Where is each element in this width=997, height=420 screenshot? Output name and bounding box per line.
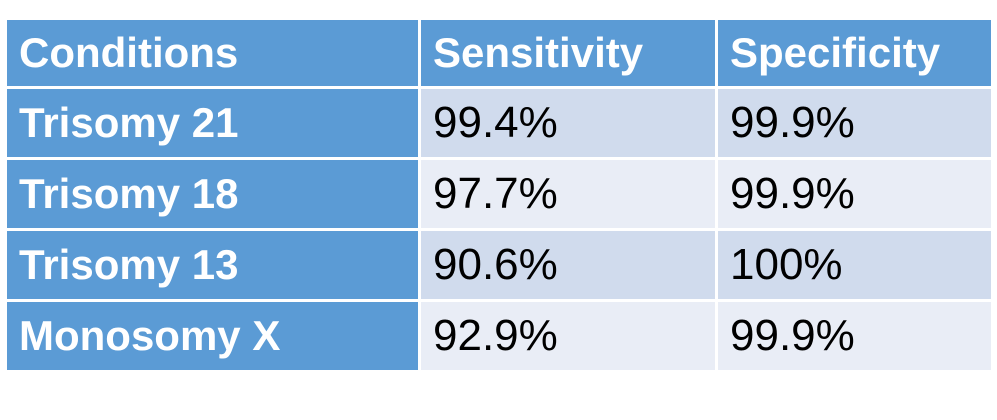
table-cell: 99.9% <box>715 299 994 373</box>
table-row: Trisomy 13 90.6% 100% <box>4 228 994 302</box>
header-cell: Conditions <box>4 17 421 89</box>
row-label: Trisomy 13 <box>4 228 421 302</box>
table-cell: 92.9% <box>418 299 718 373</box>
row-label: Monosomy X <box>4 299 421 373</box>
results-table: Conditions Sensitivity Specificity Trisomy… <box>4 17 994 373</box>
table-row: Trisomy 21 99.4% 99.9% <box>4 86 994 160</box>
header-cell: Sensitivity <box>418 17 718 89</box>
header-row: Conditions Sensitivity Specificity <box>4 17 994 89</box>
row-label: Trisomy 18 <box>4 157 421 231</box>
row-label: Trisomy 21 <box>4 86 421 160</box>
table-cell: 99.9% <box>715 86 994 160</box>
table-cell: 99.4% <box>418 86 718 160</box>
table-cell: 99.9% <box>715 157 994 231</box>
table-row: Monosomy X 92.9% 99.9% <box>4 299 994 373</box>
table-cell: 97.7% <box>418 157 718 231</box>
table-cell: 90.6% <box>418 228 718 302</box>
table-body: Trisomy 21 99.4% 99.9% Trisomy 18 97.7% 99.9%… <box>4 86 994 373</box>
table-row: Trisomy 18 97.7% 99.9% <box>4 157 994 231</box>
header-cell: Specificity <box>715 17 994 89</box>
table-cell: 100% <box>715 228 994 302</box>
